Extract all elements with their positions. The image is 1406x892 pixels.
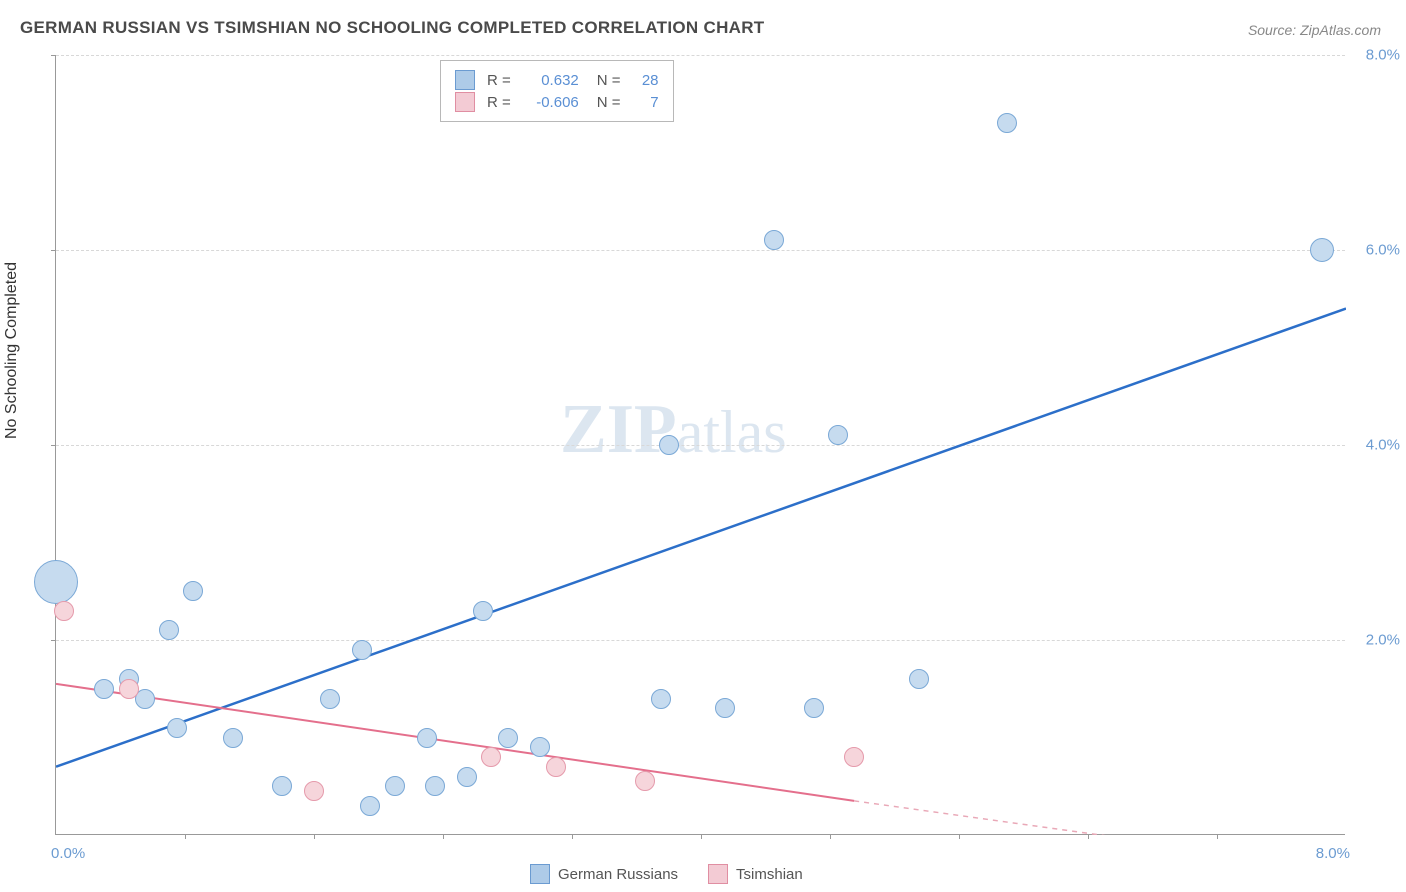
data-point [159,620,179,640]
data-point [635,771,655,791]
legend-r-value: -0.606 [519,94,579,111]
legend-r-value: 0.632 [519,72,579,89]
data-point [385,776,405,796]
data-point [119,679,139,699]
gridline [56,640,1345,641]
legend-label: German Russians [558,866,678,883]
data-point [844,747,864,767]
legend-n-label: N = [597,72,621,89]
gridline [56,250,1345,251]
data-point [651,689,671,709]
data-point [360,796,380,816]
data-point [909,669,929,689]
gridline [56,55,1345,56]
gridline [56,445,1345,446]
data-point [457,767,477,787]
legend-swatch [455,92,475,112]
data-point [167,718,187,738]
y-axis-label: No Schooling Completed [3,262,21,439]
y-tick-label: 8.0% [1366,47,1400,64]
data-point [828,425,848,445]
data-point [223,728,243,748]
data-point [425,776,445,796]
data-point [94,679,114,699]
legend-row: R = 0.632 N = 28 [455,70,659,90]
data-point [183,581,203,601]
correlation-legend: R = 0.632 N = 28 R = -0.606 N = 7 [440,60,674,122]
legend-swatch [530,864,550,884]
data-point [54,601,74,621]
legend-swatch [708,864,728,884]
y-tick-label: 4.0% [1366,437,1400,454]
data-point [530,737,550,757]
x-tick-label: 0.0% [51,845,85,862]
data-point [481,747,501,767]
data-point [473,601,493,621]
legend-n-label: N = [597,94,621,111]
source-attribution: Source: ZipAtlas.com [1248,22,1381,38]
series-legend: German Russians Tsimshian [530,864,803,884]
legend-row: R = -0.606 N = 7 [455,92,659,112]
legend-n-value: 7 [629,94,659,111]
data-point [659,435,679,455]
legend-r-label: R = [487,72,511,89]
data-point [320,689,340,709]
legend-n-value: 28 [629,72,659,89]
data-point [1310,238,1334,262]
legend-item: German Russians [530,864,678,884]
legend-item: Tsimshian [708,864,803,884]
data-point [272,776,292,796]
data-point [715,698,735,718]
chart-title: GERMAN RUSSIAN VS TSIMSHIAN NO SCHOOLING… [20,18,765,38]
data-point [997,113,1017,133]
legend-r-label: R = [487,94,511,111]
y-tick-label: 2.0% [1366,632,1400,649]
data-point [352,640,372,660]
legend-label: Tsimshian [736,866,803,883]
data-point [304,781,324,801]
legend-swatch [455,70,475,90]
data-point [498,728,518,748]
data-point [804,698,824,718]
chart-plot-area: 2.0%4.0%6.0%8.0%0.0%8.0% [55,55,1345,835]
y-tick-label: 6.0% [1366,242,1400,259]
x-tick-label: 8.0% [1316,845,1350,862]
data-point [546,757,566,777]
data-point [34,560,78,604]
data-point [764,230,784,250]
data-point [417,728,437,748]
